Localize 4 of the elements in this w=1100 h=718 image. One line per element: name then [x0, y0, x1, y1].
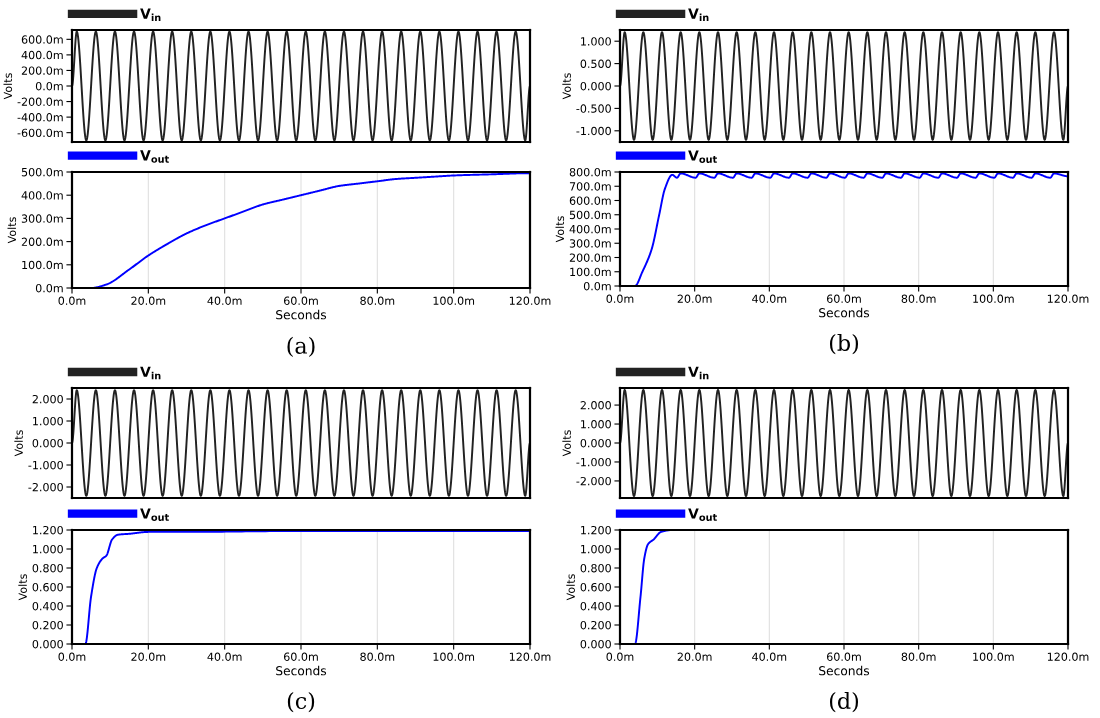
text: (c) [287, 691, 315, 713]
text: (d) [829, 691, 859, 713]
text: (b) [829, 333, 859, 355]
text: (a) [287, 336, 315, 358]
